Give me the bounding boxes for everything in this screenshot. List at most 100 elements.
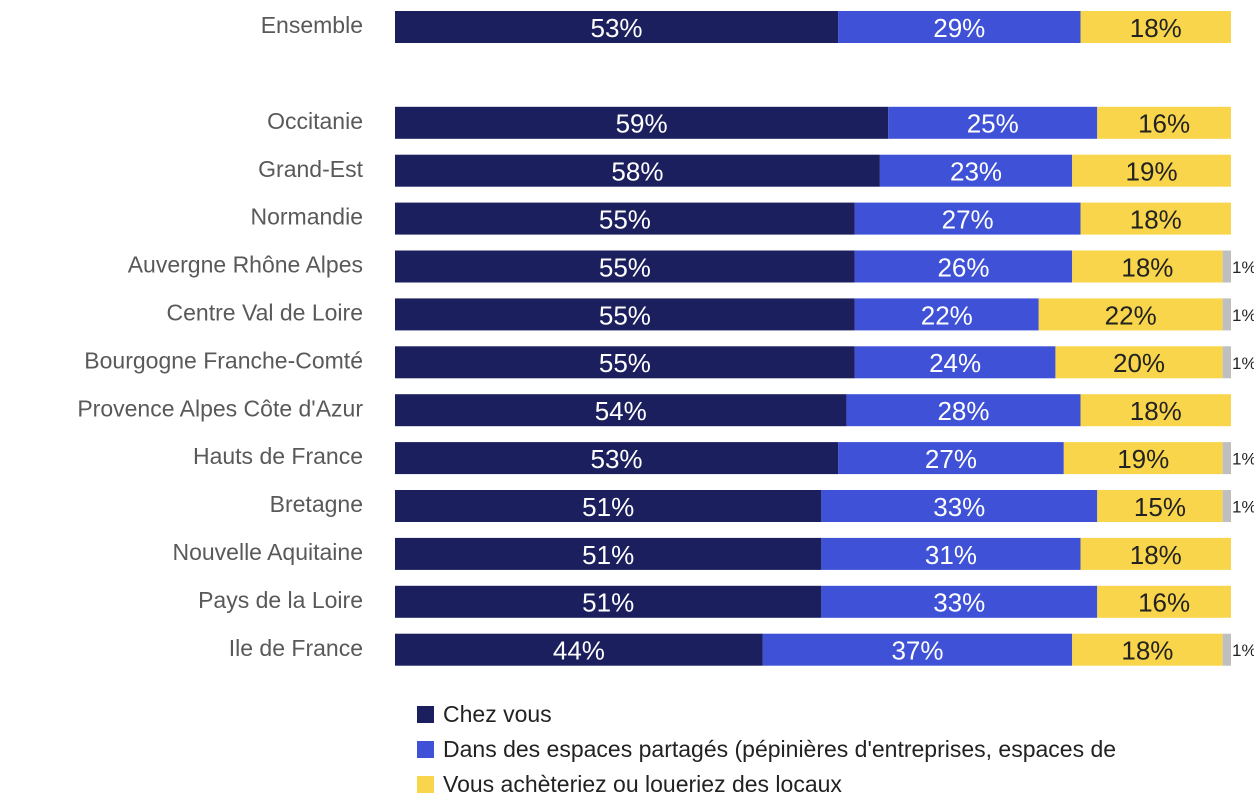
data-label: 51% <box>582 492 634 522</box>
bar-segment <box>1080 394 1231 427</box>
data-label: 1% <box>1232 497 1254 516</box>
category-label: Pays de la Loire <box>198 587 363 613</box>
data-label: 55% <box>599 252 651 282</box>
data-label: 55% <box>599 204 651 234</box>
data-label: 26% <box>937 252 989 282</box>
bar-segment <box>1097 490 1223 522</box>
bar-segment <box>762 633 1073 666</box>
data-label: 33% <box>933 492 985 522</box>
category-label: Centre Val de Loire <box>167 299 363 325</box>
data-label: 29% <box>933 13 985 43</box>
data-label: 1% <box>1232 258 1254 277</box>
data-label: 54% <box>595 396 647 426</box>
bar-segment <box>838 11 1081 43</box>
bar-segment <box>395 106 889 139</box>
bar-segment <box>395 490 822 522</box>
bar-segment <box>854 346 1056 379</box>
category-label: Auvergne Rhône Alpes <box>128 252 363 278</box>
data-label: 27% <box>925 444 977 474</box>
data-label: 18% <box>1130 540 1182 570</box>
bar-segment <box>821 537 1081 570</box>
data-label: 53% <box>591 13 643 43</box>
data-label: 18% <box>1130 396 1182 426</box>
bar-segment <box>1063 442 1223 475</box>
data-label: 59% <box>616 109 668 139</box>
data-label: 31% <box>925 540 977 570</box>
bar-segment <box>395 154 880 187</box>
bar-segment <box>1097 585 1231 618</box>
bar-segment <box>1222 442 1231 475</box>
bar-segment <box>1038 298 1223 331</box>
data-label: 37% <box>891 636 943 666</box>
bar-segment <box>879 154 1073 187</box>
bar-segment <box>1072 250 1223 283</box>
data-label: 18% <box>1130 13 1182 43</box>
bar-segment <box>854 298 1039 331</box>
bar-segment <box>1222 633 1231 666</box>
data-label: 44% <box>553 636 605 666</box>
data-label: 25% <box>967 109 1019 139</box>
bar-segment <box>838 442 1064 475</box>
category-label: Hauts de France <box>193 443 363 469</box>
category-label: Occitanie <box>267 108 363 134</box>
bar-segment <box>1080 202 1231 235</box>
bar-segment <box>395 537 822 570</box>
category-label: Ensemble <box>261 12 363 38</box>
data-label: 18% <box>1121 636 1173 666</box>
bar-segment <box>1222 298 1231 331</box>
bar-segment <box>395 394 847 427</box>
category-label: Grand-Est <box>258 156 363 182</box>
data-label: 16% <box>1138 588 1190 618</box>
category-label: Bourgogne Franche-Comté <box>84 347 363 373</box>
bar-segment <box>1222 250 1231 283</box>
legend-swatch <box>417 741 434 758</box>
data-label: 18% <box>1130 204 1182 234</box>
data-label: 27% <box>942 204 994 234</box>
data-label: 1% <box>1232 450 1254 469</box>
category-label: Provence Alpes Côte d'Azur <box>77 395 363 421</box>
bar-segment <box>854 250 1073 283</box>
bar-segment <box>395 633 763 666</box>
category-label: Normandie <box>251 204 364 230</box>
data-label: 51% <box>582 540 634 570</box>
data-label: 51% <box>582 588 634 618</box>
data-label: 33% <box>933 588 985 618</box>
data-label: 55% <box>599 348 651 378</box>
data-label: 1% <box>1232 354 1254 373</box>
bar-segment <box>1055 346 1223 379</box>
bar-segment <box>1080 537 1231 570</box>
data-label: 22% <box>1105 300 1157 330</box>
data-label: 15% <box>1134 492 1186 522</box>
data-label: 53% <box>591 444 643 474</box>
bar-segment <box>1222 346 1231 379</box>
data-label: 58% <box>611 157 663 187</box>
bar-segment <box>1072 154 1231 187</box>
bar-segment <box>888 106 1098 139</box>
category-label: Ile de France <box>229 635 363 661</box>
bar-segment <box>395 250 855 283</box>
bar-segment <box>395 442 839 475</box>
bar-segment <box>395 202 855 235</box>
bar-segment <box>1072 633 1223 666</box>
legend-label: Chez vous <box>443 701 552 727</box>
bar-segment <box>854 202 1081 235</box>
data-label: 16% <box>1138 109 1190 139</box>
bar-segment <box>821 585 1098 618</box>
bar-segment <box>1080 11 1231 43</box>
bar-segment <box>395 346 855 379</box>
data-label: 1% <box>1232 641 1254 660</box>
data-label: 24% <box>929 348 981 378</box>
bar-segment <box>846 394 1081 427</box>
data-label: 18% <box>1121 252 1173 282</box>
category-label: Nouvelle Aquitaine <box>172 539 363 565</box>
legend-swatch <box>417 776 434 793</box>
data-label: 28% <box>937 396 989 426</box>
bar-segment <box>395 11 839 43</box>
bar-segment <box>395 298 855 331</box>
category-label: Bretagne <box>270 491 363 517</box>
bar-segment <box>395 585 822 618</box>
data-label: 55% <box>599 300 651 330</box>
legend-label: Dans des espaces partagés (pépinières d'… <box>443 736 1116 762</box>
legend-label: Vous achèteriez ou loueriez des locaux <box>443 771 842 797</box>
